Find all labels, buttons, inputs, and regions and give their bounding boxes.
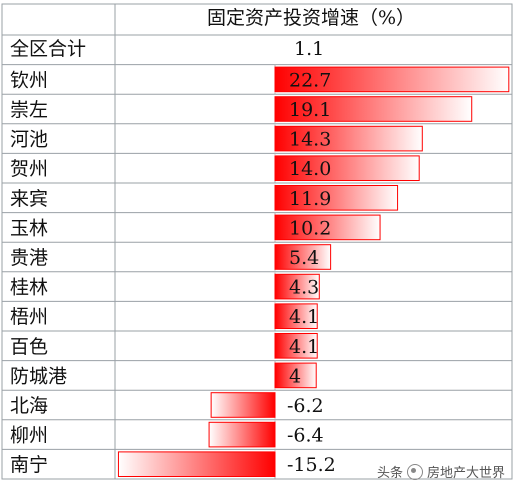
bar-9 [274,303,318,329]
category-label: 玉林 [10,217,48,239]
category-label: 柳州 [10,425,48,447]
value-label: 4.1 [289,336,319,358]
bar-10 [274,333,318,359]
category-label: 来宾 [10,188,48,210]
value-label: -6.2 [287,395,324,417]
bar-8 [274,273,320,300]
bar-14 [117,451,276,477]
category-label: 钦州 [10,69,48,91]
table-frame [1,3,513,480]
bar-13 [208,421,276,448]
watermark-prefix: 头条 [376,466,403,481]
data-bars [117,66,510,477]
watermark: 头条 房地产大世界 [377,462,505,481]
category-label: 贵港 [10,247,48,269]
category-label: 河池 [10,129,48,151]
bar-1 [274,66,510,93]
bar-4 [274,155,420,181]
category-label: 梧州 [10,306,48,328]
value-label: 14.0 [289,158,331,180]
bar-6 [274,214,381,241]
category-label: 贺州 [10,158,48,180]
value-label: 10.2 [289,217,331,239]
value-label: 4 [289,365,301,387]
value-label: 19.1 [289,99,331,121]
value-label: 22.7 [289,69,331,91]
bar-3 [274,125,423,152]
category-label: 北海 [10,395,48,417]
value-label: 11.9 [289,188,331,210]
watermark-name: 房地产大世界 [426,466,505,481]
value-label: 4.1 [289,306,319,328]
bar-5 [274,185,399,211]
watermark-logo-icon [406,463,423,480]
total-label: 全区合计 [10,38,86,60]
bar-12 [210,392,276,418]
value-label: 14.3 [289,129,331,151]
category-label: 桂林 [10,277,48,299]
bar-2 [274,96,473,122]
value-label: -6.4 [287,425,324,447]
bar-11 [274,362,317,389]
category-label: 防城港 [10,365,67,387]
table-labels: 固定资产投资增速（%） 全区合计 1.1 钦州 22.7 崇左 19.1 河池 14.3 贺… [10,7,415,476]
total-value: 1.1 [294,38,324,60]
category-label: 崇左 [10,99,48,121]
table-title: 固定资产投资增速（%） [207,7,415,29]
category-label: 南宁 [10,454,48,476]
category-label: 百色 [10,336,48,358]
value-label: 4.3 [289,277,319,299]
value-label: -15.2 [287,454,336,476]
bar-7 [274,244,332,270]
value-label: 5.4 [289,247,319,269]
